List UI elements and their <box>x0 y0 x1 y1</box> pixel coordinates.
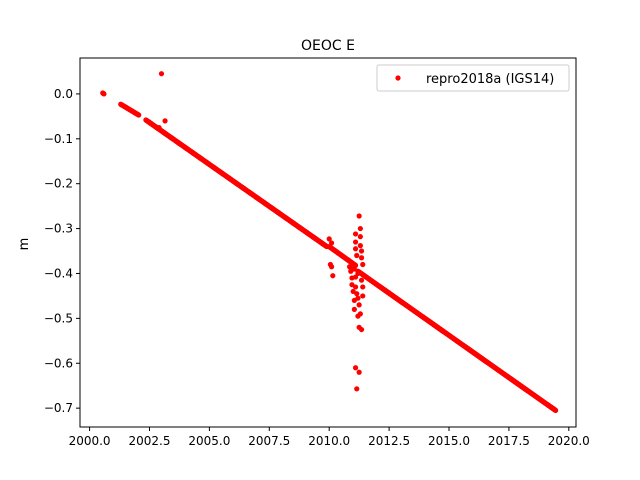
y-axis-label: m <box>17 238 32 251</box>
data-point <box>356 213 362 219</box>
x-tick-label: 2010.0 <box>308 434 350 448</box>
data-point <box>328 264 335 270</box>
data-point <box>162 118 168 124</box>
x-tick-label: 2020.0 <box>548 434 590 448</box>
data-point <box>357 243 363 249</box>
scatter-points <box>100 71 559 413</box>
data-point <box>156 124 162 131</box>
data-point <box>553 407 559 413</box>
y-tick-label: −0.1 <box>44 132 73 146</box>
data-point <box>352 239 359 245</box>
data-point <box>360 284 366 290</box>
data-point <box>358 248 365 254</box>
data-point <box>351 306 357 312</box>
data-point <box>354 252 360 259</box>
y-tick-label: −0.2 <box>44 177 73 191</box>
y-tick-label: −0.5 <box>44 311 73 325</box>
data-point <box>352 284 359 290</box>
data-point <box>330 273 336 279</box>
data-point <box>352 231 359 237</box>
data-point <box>345 257 351 263</box>
x-tick-label: 2017.5 <box>488 434 530 448</box>
data-point <box>360 261 366 268</box>
data-point <box>355 295 361 301</box>
x-tick-label: 2012.5 <box>368 434 410 448</box>
legend: repro2018a (IGS14) <box>376 64 570 92</box>
data-point <box>158 71 165 77</box>
y-tick-label: −0.6 <box>44 356 73 370</box>
data-point <box>357 225 363 232</box>
data-point <box>355 313 361 319</box>
x-tick-label: 2000.0 <box>69 434 111 448</box>
data-point <box>357 234 363 240</box>
data-point <box>354 386 360 392</box>
axes-frame <box>79 57 577 428</box>
chart-title: OEOC E <box>301 38 355 54</box>
y-tick-label: −0.4 <box>44 266 73 280</box>
data-point <box>352 365 359 371</box>
data-point <box>352 246 359 252</box>
data-point <box>358 255 365 261</box>
x-tick-label: 2015.0 <box>428 434 470 448</box>
data-point <box>358 326 365 333</box>
x-axis-ticks: 2000.0 2002.5 2005.0 2007.5 2010.0 2012.5 2015… <box>69 427 590 448</box>
legend-marker <box>395 75 401 81</box>
data-point <box>101 91 107 97</box>
data-point <box>358 277 365 283</box>
y-axis-ticks: 0.0 −0.1 −0.2 −0.3 −0.4 −0.5 −0.6 −0.7 <box>44 87 80 415</box>
legend-label: repro2018a (IGS14) <box>426 72 554 87</box>
y-tick-label: 0.0 <box>54 87 73 101</box>
data-point <box>356 302 362 308</box>
data-point <box>356 369 362 375</box>
data-point <box>136 112 142 118</box>
legend-box <box>376 64 570 92</box>
x-tick-label: 2007.5 <box>248 434 290 448</box>
data-point <box>354 291 360 297</box>
y-tick-label: −0.7 <box>44 401 73 415</box>
x-tick-label: 2005.0 <box>188 434 230 448</box>
data-point <box>326 236 332 242</box>
data-point <box>360 293 366 299</box>
data-point <box>328 240 335 246</box>
y-tick-label: −0.3 <box>44 222 73 236</box>
data-point <box>351 266 357 272</box>
data-point <box>355 270 361 277</box>
x-tick-label: 2002.5 <box>128 434 170 448</box>
